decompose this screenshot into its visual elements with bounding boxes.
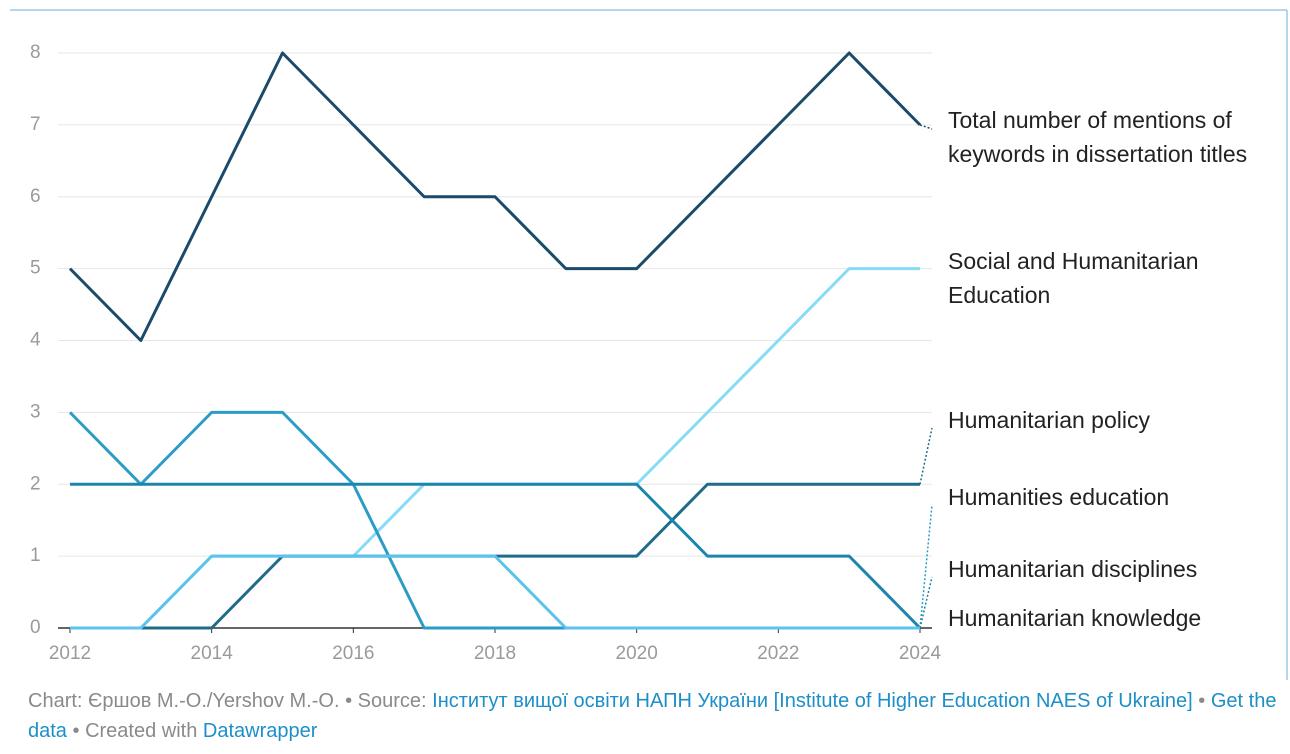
- y-tick-label: 6: [30, 186, 41, 207]
- separator: •: [1198, 690, 1206, 712]
- series-line: [70, 267, 920, 630]
- get-data-link[interactable]: Get the data: [28, 690, 1277, 742]
- created-with: Created with: [85, 720, 198, 742]
- y-tick-label: 4: [30, 330, 41, 351]
- y-tick-label: 7: [30, 114, 41, 135]
- y-tick-label: 5: [30, 258, 41, 279]
- byline: Єршов М.-О./Yershov M.-O.: [88, 690, 340, 712]
- series-label: Humanitarian policy: [948, 407, 1150, 433]
- x-tick-label: 2016: [332, 643, 374, 664]
- x-tick-label: 2024: [899, 643, 942, 664]
- y-tick-label: 3: [30, 401, 41, 422]
- series-line: [68, 51, 922, 342]
- label-leader: [919, 427, 933, 485]
- y-tick-label: 8: [30, 42, 41, 63]
- x-tick-label: 2022: [757, 643, 799, 664]
- separator: •: [72, 720, 80, 742]
- x-tick-label: 2018: [474, 643, 516, 664]
- series-label: Humanitarian disciplines: [948, 556, 1198, 582]
- label-leader: [919, 576, 933, 629]
- series-line: [68, 410, 920, 630]
- label-leader: [919, 504, 933, 629]
- tool-link[interactable]: Datawrapper: [202, 720, 318, 742]
- x-tick-label: 2020: [616, 643, 658, 664]
- y-tick-label: 2: [30, 473, 41, 494]
- chart: 0 1 2 3 4 5 6 7 8 2012 2014 2016 2018 2020 2022 2024: [10, 9, 1288, 754]
- x-tick-label: 2014: [191, 643, 234, 664]
- series-label: Total number of mentions of keywords in …: [948, 107, 1248, 167]
- series-label: Humanities education: [948, 484, 1170, 510]
- source-label: Source:: [357, 690, 427, 712]
- y-tick-label: 0: [30, 617, 41, 638]
- x-tick-label: 2012: [49, 643, 91, 664]
- source-link[interactable]: Інститут вищої освіти НАПН України [Inst…: [432, 690, 1193, 712]
- series-label: Social and Humanitarian Education: [948, 248, 1199, 308]
- separator: •: [345, 690, 353, 712]
- footer: Chart: Єршов М.-О./Yershov M.-O. • Sourc…: [28, 686, 1278, 746]
- series-line: [70, 482, 922, 630]
- y-tick-label: 1: [30, 545, 41, 566]
- series-line: [70, 554, 920, 630]
- series-label: Humanitarian knowledge: [948, 605, 1202, 631]
- byline-label: Chart:: [28, 690, 83, 712]
- label-leader: [919, 124, 933, 130]
